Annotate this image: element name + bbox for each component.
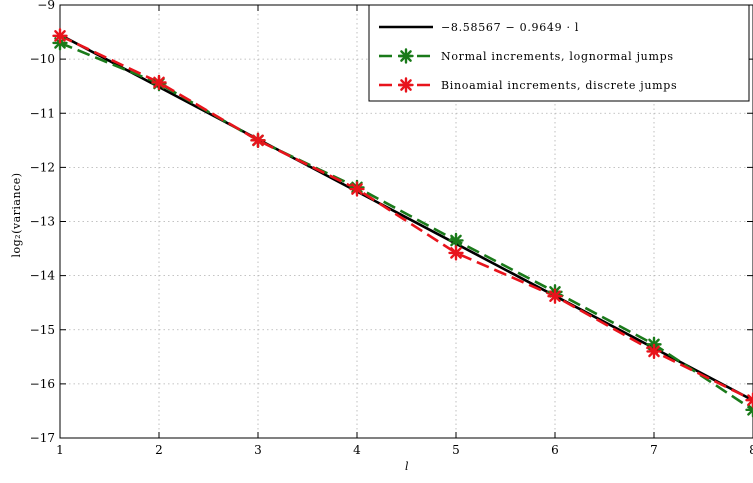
legend-marker-1 [398,48,414,64]
y-axis-label: log₂(variance) [10,172,23,257]
x-tick-label: 4 [353,443,361,457]
x-tick-label: 3 [254,443,262,457]
y-tick-label: −9 [37,0,55,12]
x-tick-label: 8 [749,443,753,457]
series-1-point [448,232,464,249]
x-tick-label: 1 [56,443,64,457]
series-2-point [448,245,464,261]
series-2-point [745,392,753,408]
series-lines [52,28,753,418]
y-tick-label: −17 [30,431,55,445]
legend-label-2: Binoamial increments, discrete jumps [441,79,677,92]
series-2-point [547,288,563,304]
series-2-point [250,132,266,149]
legend-label-1: Normal increments, lognormal jumps [441,50,674,63]
y-tick-label: −14 [30,269,56,283]
y-tick-label: −10 [30,52,55,66]
x-tick-label: 2 [155,443,163,457]
legend-box [368,4,750,102]
x-tick-label: 6 [551,443,559,457]
series-line-2 [59,34,753,402]
legend-marker-2 [398,77,414,93]
series-2-point [52,28,68,44]
y-tick-label: −16 [30,377,55,391]
x-axis-label: l [405,460,409,473]
series-1-point [745,402,753,418]
series-2-point [646,343,662,360]
series-2-point [151,74,167,91]
legend: −8.58567 − 0.9649 · l Normal increments, … [368,4,750,102]
y-tick-label: −13 [30,215,55,229]
x-tick-label: 5 [452,443,460,457]
series-2-point [349,181,365,197]
series-line-0 [59,33,753,402]
y-tick-label: −12 [30,160,55,174]
legend-label-0: −8.58567 − 0.9649 · l [441,21,579,34]
y-tick-label: −15 [30,323,55,337]
y-tick-label: −11 [30,106,55,120]
series-line-1 [59,41,753,411]
x-tick-label: 7 [650,443,658,457]
